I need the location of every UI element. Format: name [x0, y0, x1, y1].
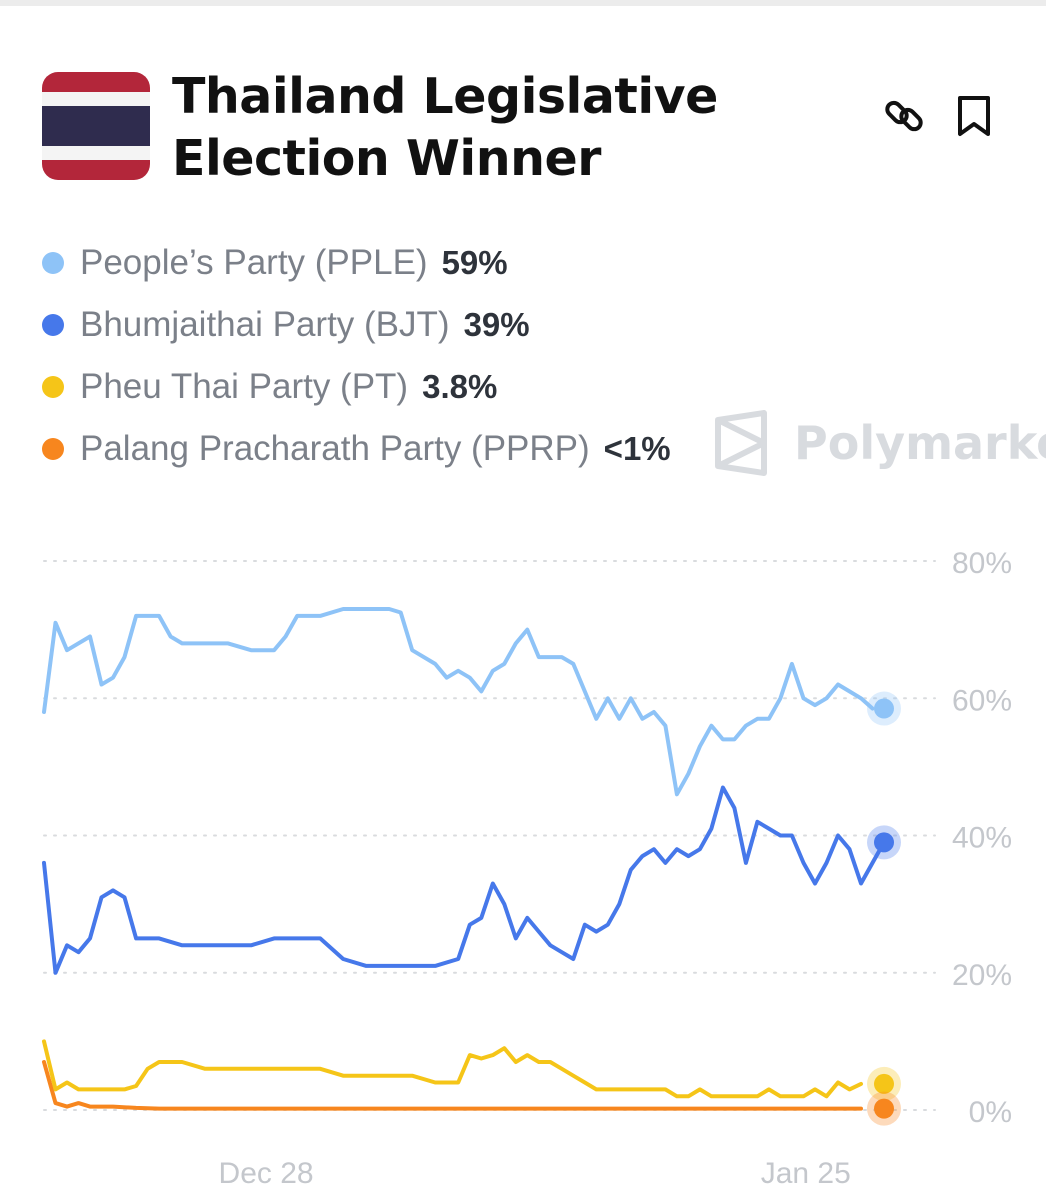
y-tick-label: 20%	[952, 959, 1012, 992]
series-line-1	[42, 785, 886, 975]
legend-label: Pheu Thai Party (PT)	[80, 367, 409, 406]
legend-item-pple[interactable]: People’s Party (PPLE) 59%	[42, 232, 671, 294]
legend-value: 59%	[441, 244, 508, 281]
legend-label: Palang Pracharath Party (PPRP)	[80, 429, 590, 468]
legend-dot-icon	[42, 376, 64, 398]
legend-value: <1%	[603, 430, 671, 467]
series-line-3	[42, 1060, 863, 1111]
legend-value: 39%	[463, 306, 530, 343]
y-tick-label: 60%	[952, 684, 1012, 717]
bookmark-icon[interactable]	[950, 92, 998, 140]
legend-dot-icon	[42, 314, 64, 336]
legend-dot-icon	[42, 252, 64, 274]
series-end-marker	[874, 1098, 894, 1119]
x-tick-label: Jan 25	[761, 1157, 851, 1190]
legend-label: Bhumjaithai Party (BJT)	[80, 305, 450, 344]
market-title: Thailand Legislative Election Winner	[172, 68, 718, 187]
watermark-text: Polymarke	[794, 416, 1046, 470]
thailand-flag-icon	[42, 72, 150, 180]
legend-label: People’s Party (PPLE)	[80, 243, 428, 282]
legend-item-bjt[interactable]: Bhumjaithai Party (BJT) 39%	[42, 294, 671, 356]
y-tick-label: 80%	[952, 547, 1012, 580]
series-end-marker	[874, 832, 894, 853]
series-end-marker	[874, 698, 894, 719]
link-icon[interactable]	[880, 92, 928, 140]
x-tick-label: Dec 28	[219, 1157, 314, 1190]
y-tick-label: 0%	[969, 1096, 1012, 1129]
legend-item-pt[interactable]: Pheu Thai Party (PT) 3.8%	[42, 356, 671, 418]
series-line-2	[42, 1039, 863, 1099]
polymarket-watermark: Polymarke	[712, 408, 1046, 478]
legend-value: 3.8%	[422, 368, 498, 405]
top-divider	[0, 0, 1046, 6]
polymarket-logo-icon	[715, 410, 767, 476]
legend-dot-icon	[42, 438, 64, 460]
series-end-marker	[874, 1073, 894, 1094]
legend: People’s Party (PPLE) 59% Bhumjaithai Pa…	[42, 232, 671, 480]
price-history-chart[interactable]: 80% 60% 40% 20% 0% Dec 28 Jan 25	[0, 520, 1046, 1200]
y-tick-label: 40%	[952, 822, 1012, 855]
legend-item-pprp[interactable]: Palang Pracharath Party (PPRP) <1%	[42, 418, 671, 480]
series-line-0	[42, 607, 875, 797]
